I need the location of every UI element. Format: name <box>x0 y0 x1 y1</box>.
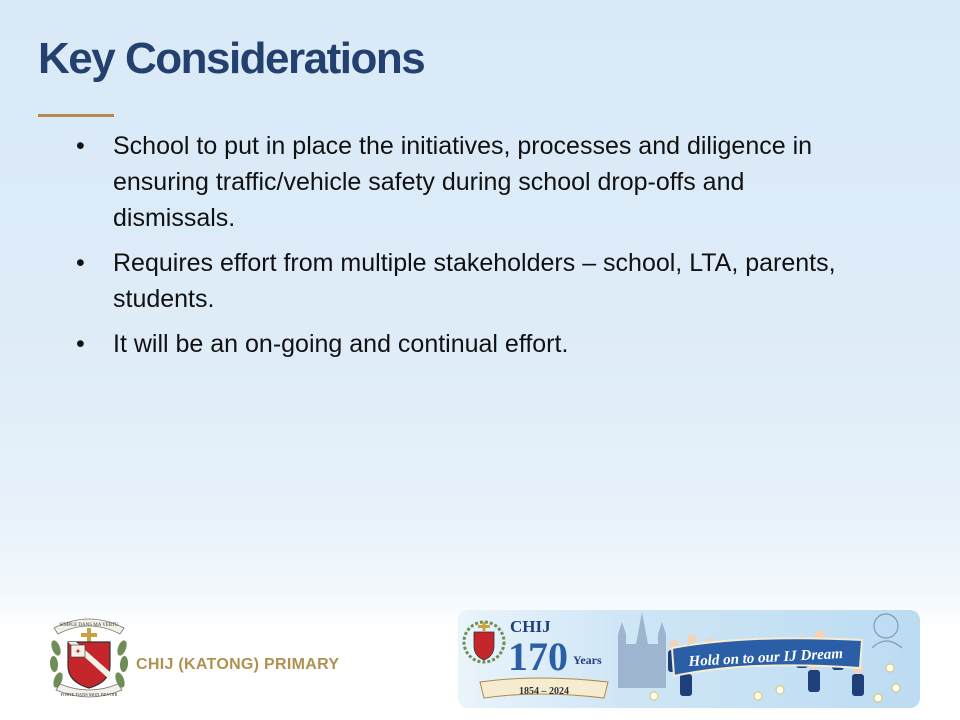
bullet-item: • Requires effort from multiple stakehol… <box>76 245 856 317</box>
motto-ribbon-bottom <box>55 683 123 698</box>
bullet-marker: • <box>76 330 85 358</box>
slide-title: Key Considerations <box>38 34 426 83</box>
bullet-text: It will be an on-going and continual eff… <box>113 330 569 358</box>
slogan-ribbon <box>670 637 864 678</box>
cathedral-icon <box>618 612 666 688</box>
crest-motto-top: SIMPLE DANS MA VERTU <box>59 623 119 628</box>
svg-text:✦: ✦ <box>75 647 82 656</box>
banner-number: 170 <box>508 634 568 679</box>
laurel-wreath <box>49 640 129 688</box>
banner-years-word: Years <box>573 653 602 667</box>
bullet-marker: • <box>76 249 85 277</box>
banner-years-range: 1854 – 2024 <box>519 686 569 697</box>
bullet-list: • School to put in place the initiatives… <box>76 128 856 371</box>
flowers-icon <box>649 663 901 703</box>
bullet-text: Requires effort from multiple stakeholde… <box>113 249 836 313</box>
banner-chij: CHIJ <box>510 617 551 636</box>
bullet-marker: • <box>76 132 85 160</box>
school-name: CHIJ (KATONG) PRIMARY <box>136 656 340 673</box>
title-underline <box>38 114 114 117</box>
school-crest-logo: SIMPLE DANS MA VERTU FORTE DANS MON DEVO… <box>49 618 129 698</box>
small-crest-icon <box>462 620 506 664</box>
bullet-item: • It will be an on-going and continual e… <box>76 326 856 362</box>
crest-motto-bottom: FORTE DANS MON DEVOIR <box>60 692 117 697</box>
year-ribbon <box>479 677 609 699</box>
anniversary-banner: CHIJ 170 Years 1854 – 2024 H <box>458 610 920 708</box>
founder-portrait-icon <box>871 613 903 649</box>
bullet-item: • School to put in place the initiatives… <box>76 128 856 236</box>
cross-icon <box>81 628 97 644</box>
motto-ribbon-top <box>53 618 125 635</box>
bullet-text: School to put in place the initiatives, … <box>113 132 813 232</box>
